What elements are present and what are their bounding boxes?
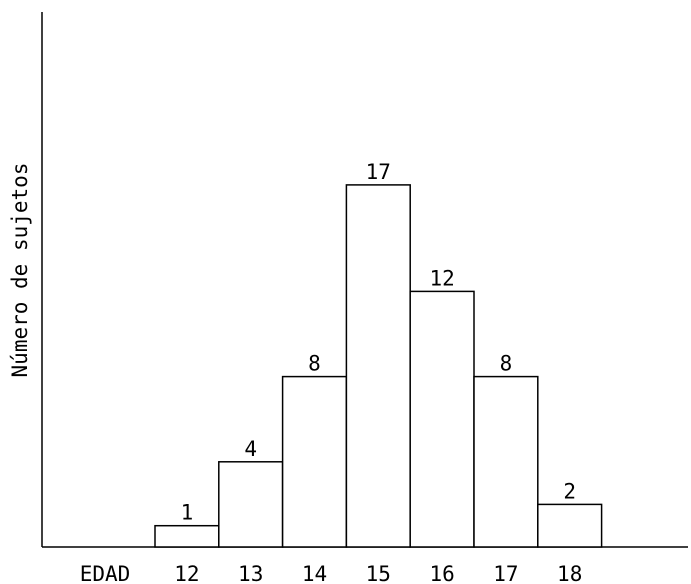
tick-label-18: 18 — [557, 562, 582, 584]
value-labels-group: 1 4 8 17 12 8 2 — [181, 160, 576, 525]
value-label-12: 1 — [181, 501, 194, 525]
value-label-14: 8 — [308, 352, 321, 376]
bar-17 — [473, 375, 539, 548]
bars-group — [154, 184, 603, 548]
bar-14 — [281, 375, 348, 548]
bar-15 — [345, 184, 411, 548]
value-label-13: 4 — [244, 437, 257, 461]
tick-label-14: 14 — [302, 562, 327, 584]
value-label-18: 2 — [563, 479, 576, 503]
tick-label-16: 16 — [429, 562, 454, 584]
value-label-17: 8 — [500, 352, 513, 376]
value-label-16: 12 — [429, 266, 454, 290]
tick-label-17: 17 — [493, 562, 518, 584]
tick-label-12: 12 — [174, 562, 199, 584]
x-axis-label: EDAD — [80, 562, 131, 584]
value-label-15: 17 — [366, 160, 391, 184]
tick-labels-group: 12 13 14 15 16 17 18 — [174, 562, 582, 584]
bar-12 — [154, 524, 220, 548]
bar-13 — [218, 461, 284, 548]
bar-18 — [537, 503, 603, 548]
y-axis-label: Número de sujetos — [8, 163, 32, 378]
bar-16 — [409, 290, 475, 548]
tick-label-13: 13 — [238, 562, 263, 584]
tick-label-15: 15 — [366, 562, 391, 584]
